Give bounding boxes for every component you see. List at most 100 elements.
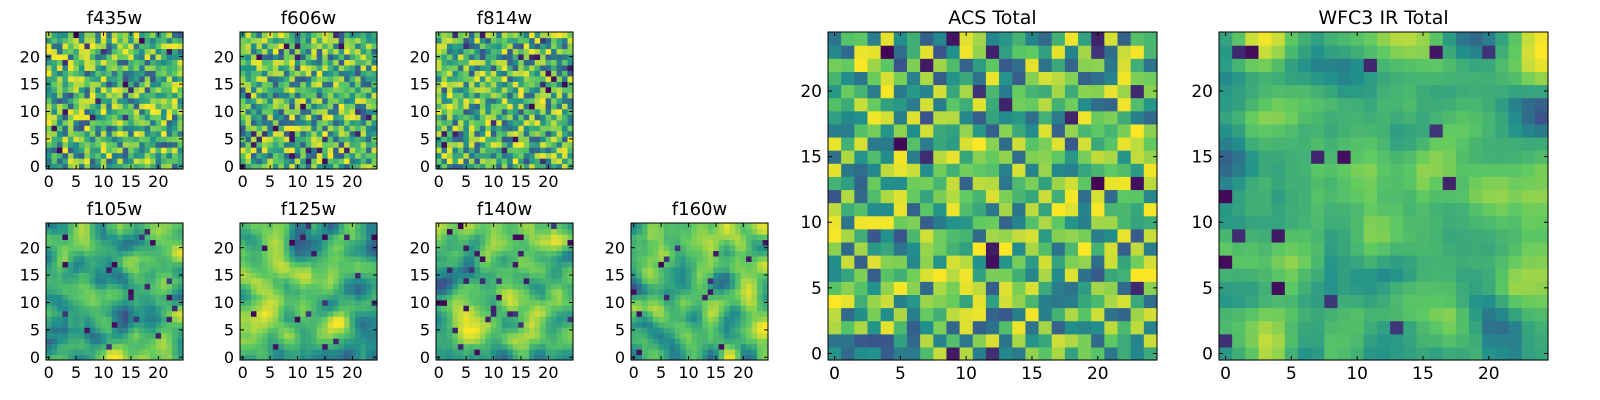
heatmap-cell [523, 266, 530, 273]
heatmap-cell [551, 316, 558, 323]
heatmap-cell [490, 288, 497, 295]
heatmap-cell [1104, 150, 1119, 164]
heatmap-cell [474, 283, 481, 290]
heatmap-cell [155, 255, 162, 262]
heatmap-cell [122, 316, 129, 323]
heatmap-cell [507, 294, 514, 301]
heatmap-cell [305, 316, 312, 323]
heatmap-cell [338, 321, 345, 328]
heatmap-cell [122, 70, 129, 77]
heatmap-cell [150, 272, 157, 279]
heatmap-cell [556, 272, 563, 279]
heatmap-cell [349, 343, 356, 350]
heatmap-cell [316, 244, 323, 251]
y-tick-label: 5 [420, 320, 430, 339]
heatmap-cell [366, 338, 373, 345]
heatmap-cell [718, 338, 725, 345]
heatmap-cell [647, 332, 654, 339]
heatmap-cell [729, 327, 736, 334]
heatmap-cell [669, 332, 676, 339]
heatmap-cell [245, 261, 252, 268]
heatmap-cell [344, 125, 351, 132]
heatmap-cell [322, 119, 329, 126]
heatmap-cell [1091, 163, 1105, 177]
heatmap-cell [250, 244, 258, 251]
heatmap-cell [463, 141, 470, 148]
heatmap-cell [289, 92, 296, 99]
heatmap-cell [523, 53, 530, 60]
heatmap-cell [468, 108, 475, 115]
heatmap-cell [933, 228, 948, 243]
heatmap-cell [272, 108, 279, 115]
heatmap-cell [78, 53, 85, 60]
heatmap-cell [133, 321, 140, 328]
heatmap-cell [490, 81, 497, 88]
heatmap-cell [867, 320, 882, 335]
heatmap-cell [652, 255, 659, 262]
heatmap-cell [360, 125, 367, 132]
heatmap-cell [261, 343, 268, 350]
heatmap-cell [360, 32, 367, 39]
heatmap-cell [283, 53, 290, 60]
heatmap-cell [245, 141, 252, 148]
heatmap-cell [496, 228, 503, 235]
heatmap-cell [144, 316, 151, 323]
heatmap-cell [106, 250, 113, 257]
heatmap-cell [1078, 189, 1092, 204]
heatmap-cell [106, 119, 113, 126]
heatmap-cell [534, 141, 541, 148]
heatmap-cell [631, 321, 638, 328]
heatmap-cell [474, 125, 481, 132]
heatmap-cell [441, 48, 448, 55]
heatmap-cell [485, 103, 492, 110]
heatmap-cell [117, 327, 124, 334]
heatmap-cell [696, 239, 703, 246]
heatmap-cell [762, 294, 769, 301]
heatmap-cell [485, 53, 492, 60]
heatmap-cell [545, 92, 552, 99]
heatmap-cell [172, 103, 179, 110]
heatmap-cell [669, 233, 676, 241]
heatmap-cell [933, 294, 948, 309]
heatmap-cell [139, 228, 146, 235]
heatmap-cell [718, 299, 725, 306]
heatmap-cell [84, 119, 91, 126]
heatmap-cell [67, 136, 74, 143]
heatmap-cell [551, 53, 558, 60]
heatmap-cell [316, 310, 323, 317]
heatmap-cell [338, 255, 345, 262]
y-tick-label: 20 [214, 47, 234, 66]
heatmap-cell [150, 136, 157, 143]
heatmap-cell [729, 228, 736, 235]
heatmap-cell [474, 277, 481, 284]
heatmap-cell [300, 261, 307, 268]
heatmap-cell [46, 288, 53, 295]
heatmap-cell [529, 158, 536, 165]
heatmap-cell [294, 244, 301, 251]
heatmap-cell [122, 152, 129, 159]
heatmap-cell [735, 272, 742, 279]
heatmap-cell [150, 233, 157, 241]
heatmap-cell [463, 233, 470, 241]
heatmap-cell [551, 272, 558, 279]
heatmap-cell [360, 354, 367, 361]
heatmap-cell [283, 244, 290, 251]
heatmap-cell [933, 346, 948, 361]
heatmap-cell [128, 114, 135, 121]
heatmap-cell [713, 261, 720, 268]
heatmap-cell [128, 147, 135, 154]
heatmap-cell [556, 103, 563, 110]
heatmap-cell [289, 354, 296, 361]
heatmap-cell [245, 327, 252, 334]
heatmap-cell [496, 119, 503, 126]
heatmap-cell [278, 266, 285, 273]
heatmap-cell [534, 59, 541, 66]
heatmap-cell [139, 48, 146, 55]
heatmap-cell [161, 305, 168, 312]
heatmap-cell [652, 310, 659, 317]
heatmap-cell [177, 239, 184, 246]
heatmap-cell [1051, 189, 1066, 204]
heatmap-cell [128, 277, 135, 284]
heatmap-cell [95, 42, 102, 50]
heatmap-cell [663, 244, 670, 251]
